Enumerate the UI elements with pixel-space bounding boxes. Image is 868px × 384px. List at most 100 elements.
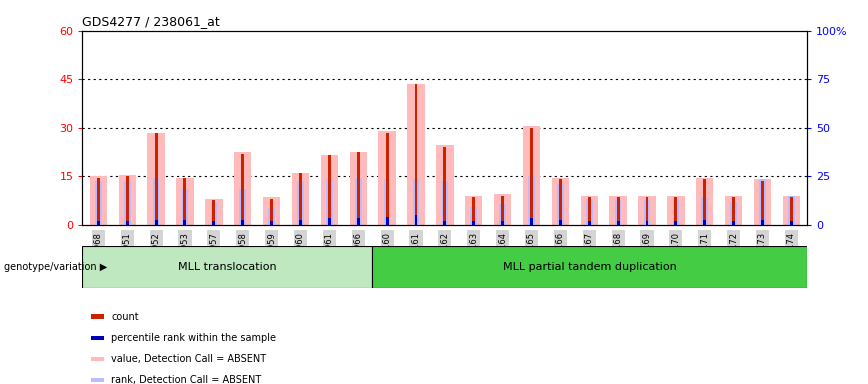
Bar	[470, 207, 477, 225]
Bar	[119, 175, 136, 225]
Bar	[234, 152, 252, 225]
Bar	[124, 181, 130, 225]
Bar	[552, 178, 569, 225]
Bar	[437, 146, 453, 225]
Bar	[790, 197, 792, 225]
Bar	[673, 200, 679, 225]
Bar	[586, 199, 593, 225]
Bar	[790, 222, 792, 225]
Bar	[557, 184, 563, 225]
Bar	[444, 147, 446, 225]
Bar	[761, 181, 764, 225]
Bar	[529, 176, 535, 225]
Bar	[181, 189, 188, 225]
Bar	[646, 222, 648, 225]
Bar	[385, 132, 389, 225]
Bar	[674, 222, 677, 225]
Text: GDS4277 / 238061_at: GDS4277 / 238061_at	[82, 15, 220, 28]
Bar	[378, 131, 396, 225]
Bar	[725, 195, 742, 225]
Bar	[357, 218, 359, 225]
Bar	[82, 246, 372, 288]
Bar	[703, 179, 707, 225]
Bar	[753, 179, 771, 225]
Text: count: count	[111, 312, 139, 322]
Bar	[183, 220, 187, 225]
Bar	[530, 127, 533, 225]
Bar	[95, 181, 102, 225]
Bar	[788, 195, 794, 225]
Bar	[530, 218, 533, 225]
Text: MLL translocation: MLL translocation	[178, 262, 277, 272]
Bar	[148, 132, 165, 225]
Bar	[240, 189, 246, 225]
Bar	[442, 181, 448, 225]
Bar	[638, 195, 655, 225]
Bar	[268, 209, 275, 225]
Bar	[328, 155, 331, 225]
Bar	[472, 222, 475, 225]
Bar	[667, 195, 685, 225]
Bar	[696, 178, 713, 225]
Bar	[499, 204, 506, 225]
Bar	[783, 195, 800, 225]
Bar	[701, 197, 708, 225]
Bar	[444, 222, 446, 225]
Bar	[559, 220, 562, 225]
Bar	[350, 152, 367, 225]
Bar	[292, 173, 309, 225]
Bar	[328, 218, 331, 225]
Bar	[415, 215, 418, 225]
Bar	[760, 179, 766, 225]
Bar	[263, 197, 280, 225]
Bar	[372, 246, 807, 288]
Bar	[384, 179, 391, 225]
Bar	[616, 197, 620, 225]
Bar	[126, 222, 128, 225]
Bar	[588, 222, 591, 225]
Bar	[407, 84, 424, 225]
Bar	[297, 181, 304, 225]
Bar	[155, 132, 158, 225]
Bar	[588, 197, 591, 225]
Bar	[730, 202, 737, 225]
Bar	[465, 195, 483, 225]
Text: genotype/variation ▶: genotype/variation ▶	[4, 262, 108, 272]
Bar	[211, 202, 217, 225]
Bar	[609, 195, 627, 225]
Text: value, Detection Call = ABSENT: value, Detection Call = ABSENT	[111, 354, 266, 364]
Bar	[472, 197, 475, 225]
Bar	[299, 173, 302, 225]
Bar	[674, 197, 677, 225]
Bar	[357, 152, 359, 225]
Bar	[97, 222, 100, 225]
Bar	[326, 179, 332, 225]
Bar	[494, 194, 511, 225]
Bar	[732, 222, 735, 225]
Bar	[153, 178, 160, 225]
Bar	[155, 220, 158, 225]
Bar	[126, 176, 128, 225]
Bar	[615, 200, 621, 225]
Bar	[523, 126, 540, 225]
Bar	[241, 220, 244, 225]
Text: MLL partial tandem duplication: MLL partial tandem duplication	[503, 262, 677, 272]
Bar	[644, 200, 650, 225]
Bar	[415, 84, 418, 225]
Bar	[761, 220, 764, 225]
Bar	[97, 178, 100, 225]
Bar	[241, 154, 244, 225]
Bar	[703, 220, 707, 225]
Bar	[355, 178, 361, 225]
Bar	[616, 222, 620, 225]
Bar	[501, 195, 504, 225]
Bar	[213, 200, 215, 225]
Bar	[320, 155, 338, 225]
Bar	[581, 195, 598, 225]
Text: rank, Detection Call = ABSENT: rank, Detection Call = ABSENT	[111, 375, 261, 384]
Bar	[176, 178, 194, 225]
Bar	[412, 179, 419, 225]
Bar	[385, 217, 389, 225]
Bar	[732, 197, 735, 225]
Bar	[89, 176, 107, 225]
